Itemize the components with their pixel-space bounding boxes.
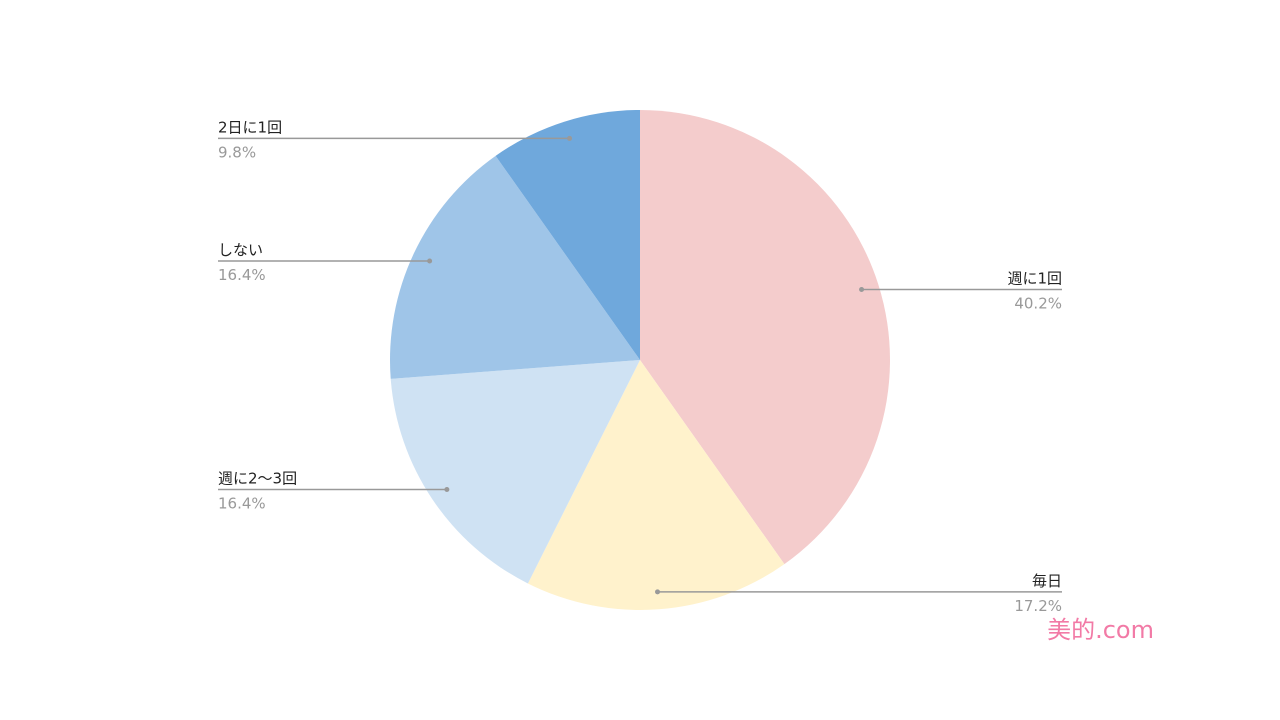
slice-label: しない [218,241,263,259]
slice-label: 週に1回 [1007,270,1062,288]
slice-value-label: 16.4% [218,494,266,512]
leader-dot [444,486,450,492]
slice-label: 2日に1回 [218,118,282,136]
leader-dot [859,287,865,293]
leader-dot [427,258,433,264]
slice-label: 毎日 [1032,572,1062,590]
slice-value-label: 17.2% [1014,597,1062,615]
pie-slice [527,360,785,610]
pie-slice [390,155,640,379]
leader-dot [655,589,661,595]
leader-dot [567,135,573,141]
pie-slice [495,110,640,360]
pie-slice [640,110,891,565]
slice-value-label: 16.4% [218,266,266,284]
slice-value-label: 9.8% [218,143,256,161]
pie-slice [390,360,640,584]
watermark: 美的.com [1047,616,1154,644]
slice-value-label: 40.2% [1014,295,1062,313]
slice-label: 週に2〜3回 [218,469,297,487]
